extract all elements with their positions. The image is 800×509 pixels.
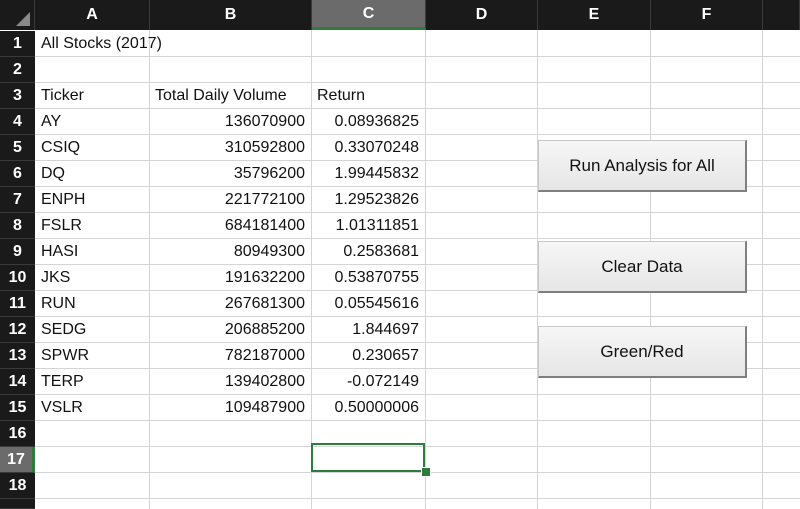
gridline xyxy=(35,238,800,239)
gridline xyxy=(35,160,800,161)
gridline xyxy=(35,446,800,447)
green-red-button[interactable]: Green/Red xyxy=(538,326,747,378)
return-cell[interactable]: 0.50000006 xyxy=(334,399,419,416)
column-header-a[interactable]: A xyxy=(35,0,150,30)
volume-cell[interactable]: 35796200 xyxy=(233,165,305,182)
select-all-icon xyxy=(16,12,30,26)
column-header-b[interactable]: B xyxy=(150,0,312,30)
gridline xyxy=(35,134,800,135)
return-cell[interactable]: 1.29523826 xyxy=(334,191,419,208)
row-header-2[interactable]: 2 xyxy=(0,57,35,83)
ticker-cell[interactable]: SEDG xyxy=(41,321,87,338)
ticker-cell[interactable]: TERP xyxy=(41,373,84,390)
volume-cell[interactable]: 109487900 xyxy=(224,399,305,416)
return-cell[interactable]: -0.072149 xyxy=(346,373,419,390)
clear-data-button[interactable]: Clear Data xyxy=(538,241,747,293)
return-cell[interactable]: 0.2583681 xyxy=(343,243,419,260)
row-header-6[interactable]: 6 xyxy=(0,161,35,187)
column-header-c[interactable]: C xyxy=(312,0,426,30)
ticker-cell[interactable]: FSLR xyxy=(41,217,82,234)
gridline xyxy=(537,30,538,509)
gridline xyxy=(35,498,800,499)
gridline xyxy=(425,30,426,509)
volume-cell[interactable]: 191632200 xyxy=(224,269,305,286)
ticker-cell[interactable]: VSLR xyxy=(41,399,83,416)
row-header-10[interactable]: 10 xyxy=(0,265,35,291)
column-header-d[interactable]: D xyxy=(426,0,538,30)
header-ticker[interactable]: Ticker xyxy=(41,87,84,104)
row-header-1[interactable]: 1 xyxy=(0,31,35,57)
gridline xyxy=(35,186,800,187)
volume-cell[interactable]: 782187000 xyxy=(224,347,305,364)
row-header-5[interactable]: 5 xyxy=(0,135,35,161)
gridline xyxy=(35,316,800,317)
gridline xyxy=(35,342,800,343)
ticker-cell[interactable]: RUN xyxy=(41,295,76,312)
row-header-15[interactable]: 15 xyxy=(0,395,35,421)
return-cell[interactable]: 1.01311851 xyxy=(335,217,419,234)
row-header-7[interactable]: 7 xyxy=(0,187,35,213)
gridline xyxy=(35,472,800,473)
gridline xyxy=(35,264,800,265)
select-all-corner[interactable] xyxy=(0,0,35,30)
row-header-13[interactable]: 13 xyxy=(0,343,35,369)
active-cell-c17[interactable] xyxy=(311,443,425,472)
row-header-11[interactable]: 11 xyxy=(0,291,35,317)
return-cell[interactable]: 0.33070248 xyxy=(334,139,419,156)
volume-cell[interactable]: 310592800 xyxy=(224,139,305,156)
row-header-3[interactable]: 3 xyxy=(0,83,35,109)
ticker-cell[interactable]: AY xyxy=(41,113,62,130)
gridline xyxy=(311,30,312,509)
gridline xyxy=(35,108,800,109)
volume-cell[interactable]: 267681300 xyxy=(224,295,305,312)
run-analysis-button[interactable]: Run Analysis for All xyxy=(538,140,747,192)
ticker-cell[interactable]: CSIQ xyxy=(41,139,81,156)
row-header-16[interactable]: 16 xyxy=(0,421,35,447)
ticker-cell[interactable]: JKS xyxy=(41,269,71,286)
volume-cell[interactable]: 80949300 xyxy=(233,243,305,260)
header-return[interactable]: Return xyxy=(317,87,366,104)
column-header-e[interactable]: E xyxy=(538,0,651,30)
row-header-14[interactable]: 14 xyxy=(0,369,35,395)
gridline xyxy=(35,368,800,369)
gridline xyxy=(149,30,150,509)
row-header-12[interactable]: 12 xyxy=(0,317,35,343)
return-cell[interactable]: 1.99445832 xyxy=(334,165,419,182)
gridline xyxy=(762,30,763,509)
row-header-18[interactable]: 18 xyxy=(0,473,35,499)
volume-cell[interactable]: 684181400 xyxy=(224,217,305,234)
header-volume[interactable]: Total Daily Volume xyxy=(155,87,287,104)
cell-title[interactable]: All Stocks (2017) xyxy=(41,35,162,52)
gridline xyxy=(35,82,800,83)
gridline xyxy=(35,56,800,57)
column-header-g-partial[interactable] xyxy=(763,0,800,30)
row-header-4[interactable]: 4 xyxy=(0,109,35,135)
gridline xyxy=(35,420,800,421)
ticker-cell[interactable]: HASI xyxy=(41,243,79,260)
return-cell[interactable]: 0.05545616 xyxy=(334,295,419,312)
row-header-8[interactable]: 8 xyxy=(0,213,35,239)
ticker-cell[interactable]: SPWR xyxy=(41,347,89,364)
return-cell[interactable]: 0.230657 xyxy=(352,347,419,364)
row-header-9[interactable]: 9 xyxy=(0,239,35,265)
volume-cell[interactable]: 221772100 xyxy=(224,191,305,208)
gridline xyxy=(35,212,800,213)
gridline xyxy=(35,394,800,395)
ticker-cell[interactable]: DQ xyxy=(41,165,65,182)
column-header-f[interactable]: F xyxy=(651,0,763,30)
row-header-19-partial[interactable] xyxy=(0,499,35,509)
return-cell[interactable]: 1.844697 xyxy=(352,321,419,338)
row-header-17[interactable]: 17 xyxy=(0,447,35,473)
return-cell[interactable]: 0.08936825 xyxy=(334,113,419,130)
volume-cell[interactable]: 136070900 xyxy=(224,113,305,130)
volume-cell[interactable]: 206885200 xyxy=(224,321,305,338)
ticker-cell[interactable]: ENPH xyxy=(41,191,86,208)
fill-handle[interactable] xyxy=(421,467,431,477)
volume-cell[interactable]: 139402800 xyxy=(224,373,305,390)
gridline xyxy=(35,290,800,291)
return-cell[interactable]: 0.53870755 xyxy=(334,269,419,286)
